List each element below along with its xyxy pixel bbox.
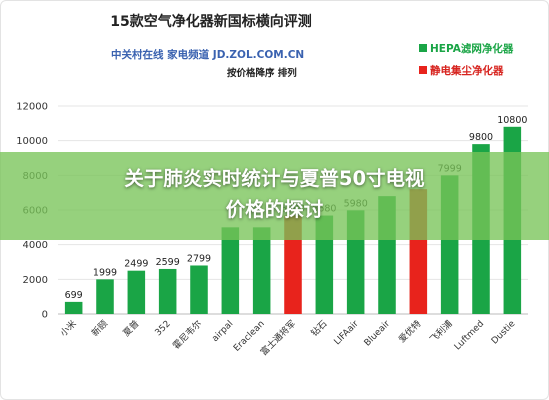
- x-tick-label: LIFAair: [333, 319, 361, 347]
- y-tick-label: 4000: [23, 240, 48, 251]
- data-label: 2799: [187, 253, 211, 264]
- x-tick-label: 352: [154, 319, 173, 338]
- x-tick-label: 霍尼韦尔: [170, 318, 204, 352]
- headline-line-1: 关于肺炎实时统计与夏普50寸电视: [124, 167, 425, 190]
- data-label: 2499: [124, 259, 148, 270]
- chart-title: 15款空气净化器新国标横向评测: [110, 14, 312, 30]
- headline-line-2: 价格的探讨: [225, 198, 324, 221]
- x-tick-label: 小米: [58, 318, 79, 339]
- legend-item-hepa: HEPA滤网净化器: [419, 41, 513, 56]
- bar: [127, 270, 146, 314]
- data-label: 2599: [156, 257, 180, 268]
- x-tick-label: 飞利浦: [427, 318, 455, 346]
- y-tick-label: 0: [42, 310, 48, 321]
- x-tick-label: Luftmed: [453, 319, 486, 352]
- y-tick-label: 12000: [16, 102, 48, 113]
- data-label: 9800: [469, 132, 493, 143]
- y-tick-label: 10000: [16, 136, 48, 147]
- x-tick-label: 夏普: [120, 318, 141, 339]
- bar: [96, 279, 114, 314]
- y-tick-label: 2000: [23, 275, 48, 286]
- x-tick-label: Dustie: [490, 319, 518, 347]
- bar: [221, 227, 240, 314]
- legend-swatch-electrostatic: [419, 66, 427, 74]
- legend-swatch-hepa: [419, 44, 427, 52]
- legend-item-electrostatic: 静电集尘净化器: [419, 63, 504, 78]
- x-tick-label: Blueair: [363, 319, 393, 349]
- headline-banner: [0, 152, 549, 240]
- x-tick-label: airpal: [210, 319, 235, 344]
- legend-label-hepa: HEPA滤网净化器: [430, 43, 514, 55]
- data-label: 10800: [497, 115, 527, 126]
- legend-label-electrostatic: 静电集尘净化器: [430, 65, 504, 77]
- data-label: 699: [65, 290, 83, 301]
- x-tick-label: 钻石: [308, 318, 329, 339]
- data-label: 1999: [93, 267, 117, 278]
- bar: [190, 265, 208, 314]
- bar: [315, 215, 334, 314]
- bar: [158, 268, 177, 314]
- sort-note: 按价格降序 排列: [227, 68, 297, 79]
- bar: [252, 227, 271, 314]
- headline-text: 关于肺炎实时统计与夏普50寸电视 价格的探讨: [0, 163, 549, 225]
- x-tick-label: 新颐: [89, 318, 110, 339]
- chart-subtitle: 中关村在线 家电频道 JD.ZOL.COM.CN: [111, 49, 305, 61]
- bar: [64, 301, 83, 314]
- x-tick-label: 爱优特: [396, 318, 424, 346]
- bar: [284, 215, 302, 314]
